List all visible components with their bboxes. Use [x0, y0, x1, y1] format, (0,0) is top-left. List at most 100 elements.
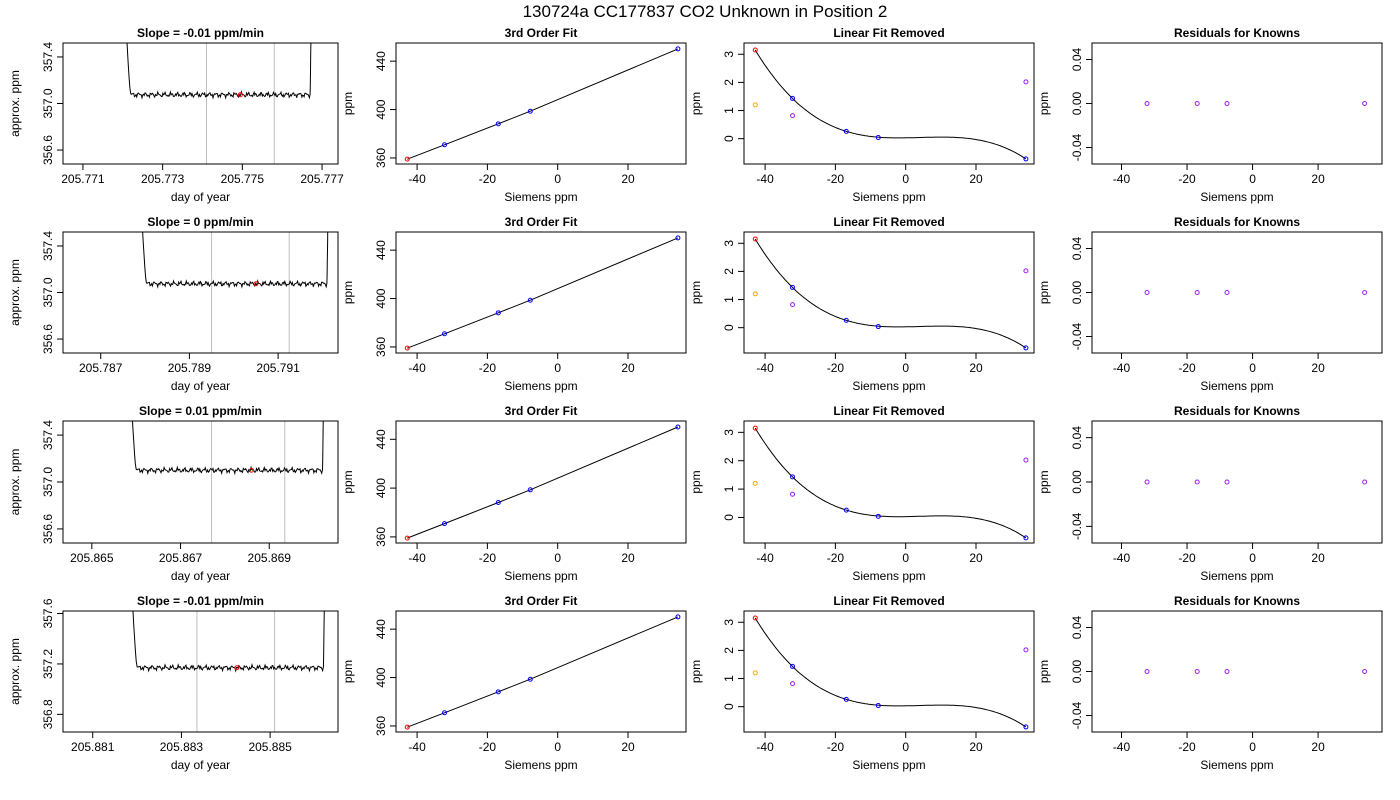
- ppm-trace: [132, 611, 325, 673]
- y-axis-label: approx. ppm: [8, 449, 22, 516]
- y-tick-label: 360: [374, 148, 388, 168]
- panel-r3-c3: Linear Fit Removed Siemens ppm ppm -40 -20 0 2…: [689, 404, 1035, 583]
- residual-point: [1144, 669, 1150, 674]
- sample-mean-marker: [249, 467, 255, 473]
- y-axis-label: approx. ppm: [8, 70, 22, 137]
- plot-frame: [395, 420, 687, 544]
- offset-point-orange: [752, 291, 758, 297]
- standard-point: [442, 142, 448, 148]
- y-tick-label: 360: [374, 337, 388, 357]
- y-tick-label: 0.04: [1070, 615, 1084, 639]
- panel-title: 3rd Order Fit: [505, 26, 578, 40]
- residual-point: [1194, 101, 1200, 106]
- x-tick-label: 205.773: [141, 172, 185, 186]
- y-tick-label: 357.0: [41, 88, 55, 118]
- standard-point: [875, 135, 881, 141]
- ppm-trace: [126, 43, 312, 100]
- y-axis-label: ppm: [341, 281, 355, 304]
- panel-r4-c3: Linear Fit Removed Siemens ppm ppm -40 -20 0 2…: [689, 594, 1035, 772]
- standard-point: [843, 507, 849, 513]
- x-tick-label: 205.885: [248, 740, 292, 754]
- plot-frame: [62, 420, 339, 544]
- plot-area: [404, 235, 681, 351]
- standard-point: [495, 499, 501, 505]
- plot-area: [752, 47, 1029, 162]
- panel-title: Residuals for Knowns: [1174, 26, 1300, 40]
- x-tick-label: 205.777: [300, 172, 344, 186]
- panel-r3-c4: Residuals for Knowns Siemens ppm ppm -40 -20…: [1037, 404, 1383, 583]
- y-tick-label: 440: [374, 51, 388, 71]
- y-tick-label: -0.04: [1070, 512, 1084, 540]
- y-axis-label: approx. ppm: [8, 259, 22, 326]
- residual-point: [1144, 290, 1150, 295]
- x-tick-label: 205.883: [160, 740, 204, 754]
- offset-point-orange: [752, 102, 758, 108]
- standard-point: [495, 310, 501, 316]
- y-tick-label: 357.2: [41, 649, 55, 679]
- plot-frame: [1091, 42, 1383, 165]
- x-tick-label: -40: [1113, 172, 1131, 186]
- x-tick-label: -40: [408, 551, 426, 565]
- offset-point-purple: [1023, 268, 1029, 274]
- standard-point: [675, 235, 681, 241]
- panel-r2-c2: 3rd Order Fit Siemens ppm ppm -40 -20 0 20 360 4…: [341, 215, 687, 393]
- standard-point: [527, 297, 533, 303]
- panel-r4-c1: Slope = -0.01 ppm/min day of year approx. …: [8, 594, 339, 772]
- standard-point: [675, 46, 681, 52]
- cubic-residual-curve: [754, 617, 1027, 728]
- x-axis-label: Siemens ppm: [852, 379, 925, 393]
- y-axis-label: ppm: [341, 92, 355, 115]
- y-tick-label: 0: [722, 703, 736, 710]
- y-tick-label: 440: [374, 619, 388, 639]
- standard-point: [1023, 345, 1029, 351]
- offset-point-purple: [1023, 457, 1029, 463]
- x-tick-label: -40: [756, 361, 774, 375]
- x-tick-label: -20: [479, 551, 497, 565]
- panel-title: Linear Fit Removed: [833, 215, 944, 229]
- y-axis-label: ppm: [689, 281, 703, 304]
- y-tick-label: 3: [722, 429, 736, 436]
- x-tick-label: 205.775: [221, 172, 265, 186]
- y-tick-label: 0.04: [1070, 426, 1084, 450]
- y-tick-label: 357.4: [41, 231, 55, 261]
- standard-point: [843, 696, 849, 702]
- y-tick-label: 0.00: [1070, 280, 1084, 304]
- y-tick-label: 3: [722, 51, 736, 58]
- x-tick-label: -20: [1178, 740, 1196, 754]
- x-tick-label: 0: [1249, 361, 1256, 375]
- x-axis-label: Siemens ppm: [504, 569, 577, 583]
- y-tick-label: 3: [722, 619, 736, 626]
- x-tick-label: 0: [554, 172, 561, 186]
- x-tick-label: 205.771: [61, 172, 105, 186]
- plot-frame: [743, 42, 1035, 165]
- residual-point: [1144, 101, 1150, 106]
- y-tick-label: 357.4: [41, 420, 55, 450]
- panel-r2-c4: Residuals for Knowns Siemens ppm ppm -40 -20…: [1037, 215, 1383, 393]
- standard-point: [527, 676, 533, 682]
- y-tick-label: 400: [374, 667, 388, 687]
- plot-area: [1144, 479, 1368, 485]
- y-tick-label: 2: [722, 268, 736, 275]
- x-tick-label: 0: [902, 551, 909, 565]
- offset-point-orange: [752, 670, 758, 676]
- residual-point: [1224, 479, 1230, 485]
- x-axis-label: Siemens ppm: [1200, 758, 1273, 772]
- x-tick-label: -20: [827, 740, 845, 754]
- x-tick-label: -40: [756, 551, 774, 565]
- x-tick-label: 20: [621, 361, 635, 375]
- y-tick-label: 1: [722, 296, 736, 303]
- standard-point: [442, 521, 448, 527]
- x-tick-label: 0: [902, 740, 909, 754]
- plot-area: [132, 611, 325, 732]
- standard-point: [1023, 535, 1029, 541]
- plot-frame: [62, 610, 339, 733]
- y-tick-label: 1: [722, 675, 736, 682]
- x-axis-label: Siemens ppm: [1200, 190, 1273, 204]
- sample-mean-marker: [234, 665, 240, 671]
- plot-frame: [1091, 420, 1383, 544]
- x-tick-label: -40: [1113, 361, 1131, 375]
- x-axis-label: day of year: [171, 379, 230, 393]
- plot-area: [404, 614, 681, 730]
- panel-r1-c4: Residuals for Knowns Siemens ppm ppm -40 -20…: [1037, 26, 1383, 204]
